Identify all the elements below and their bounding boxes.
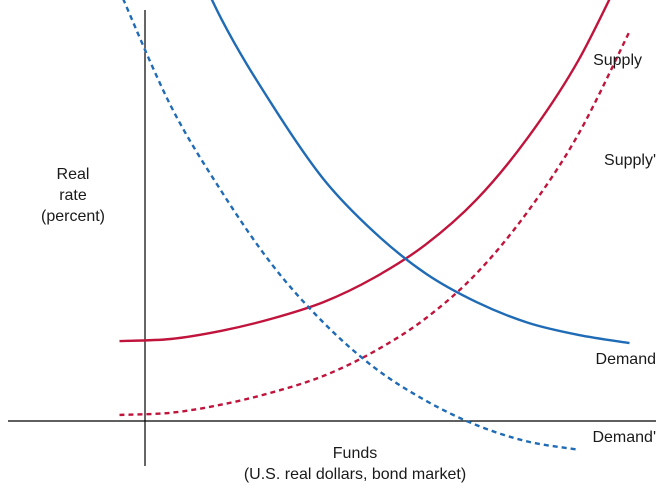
y-axis-label-line-2: rate (59, 187, 87, 204)
x-axis-label-line-1: Funds (332, 445, 378, 462)
series-label-demand-prime: Demand' (592, 429, 656, 446)
series-label-demand: Demand (595, 351, 656, 368)
y-axis-label: Real rate (percent) (20, 164, 126, 227)
series-layer (119, 0, 631, 451)
y-axis-label-line-3: (percent) (40, 208, 106, 225)
series-line-demand-prime (122, 0, 579, 451)
y-axis-label-line-1: Real (56, 166, 90, 183)
series-line-demand (210, 0, 630, 345)
series-label-supply-prime: Supply' (604, 152, 656, 169)
series-line-supply-prime (119, 30, 631, 417)
x-axis-label-line-2: (U.S. real dollars, bond market) (243, 466, 467, 483)
series-line-supply (119, 0, 611, 343)
series-label-supply: Supply (593, 52, 642, 69)
x-axis-label: Funds (U.S. real dollars, bond market) (200, 443, 510, 485)
